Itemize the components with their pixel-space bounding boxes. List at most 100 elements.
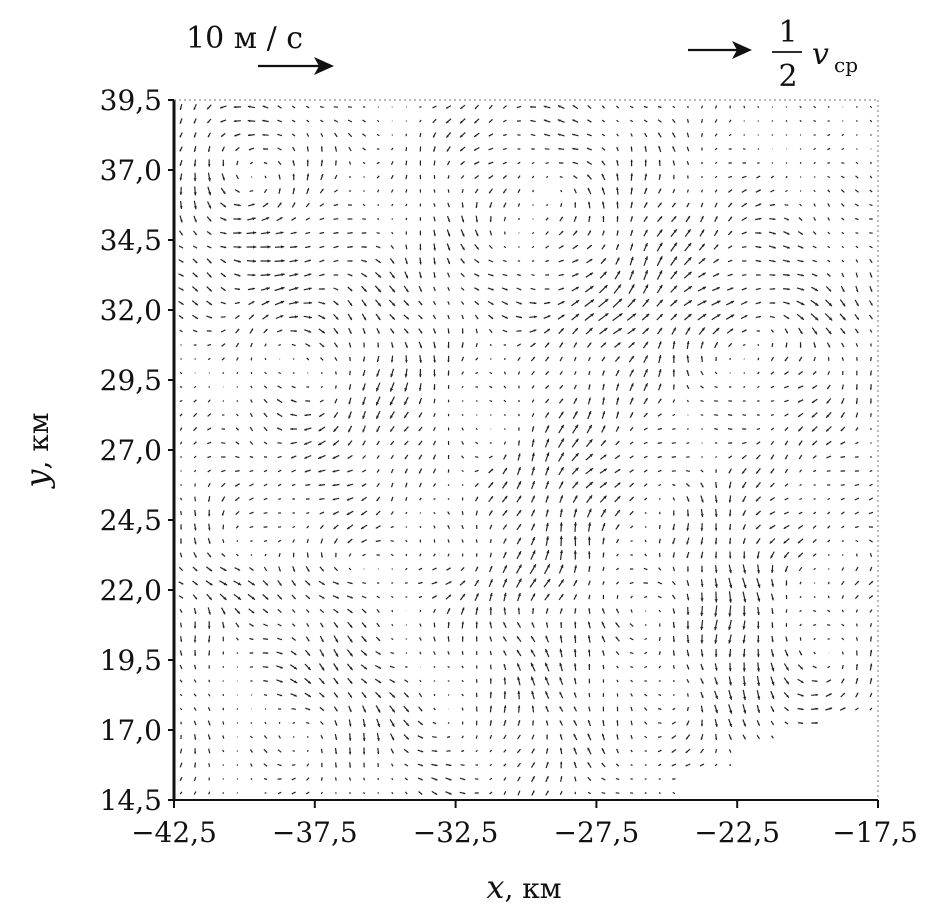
velocity-vector (672, 566, 675, 572)
velocity-vector (686, 355, 690, 363)
velocity-vector (446, 146, 451, 152)
velocity-vector (769, 524, 776, 530)
velocity-vector (616, 665, 619, 669)
velocity-vector (405, 539, 408, 543)
velocity-vector (361, 539, 368, 543)
velocity-vector (474, 482, 479, 488)
velocity-vector (433, 286, 436, 292)
velocity-vector (447, 341, 450, 349)
velocity-vector (544, 691, 550, 699)
velocity-vector (573, 747, 578, 755)
velocity-vector (657, 398, 662, 404)
velocity-vector (869, 609, 873, 613)
velocity-vector (431, 777, 438, 781)
velocity-vector (235, 427, 240, 431)
velocity-vector (729, 537, 732, 545)
velocity-vector (557, 300, 565, 306)
velocity-vector (827, 133, 831, 137)
velocity-vector (333, 313, 339, 321)
velocity-vector (531, 790, 535, 796)
velocity-vector (672, 369, 676, 377)
y-tick-label: 19,5 (100, 644, 162, 677)
velocity-vector (657, 215, 663, 223)
velocity-vector (559, 676, 564, 686)
velocity-vector (588, 706, 591, 712)
velocity-vector (784, 399, 789, 403)
velocity-vector (474, 593, 479, 601)
velocity-vector (274, 259, 285, 263)
velocity-vector (585, 467, 594, 475)
velocity-vector (545, 761, 549, 769)
velocity-vector (784, 356, 789, 362)
vavg-symbol: v (812, 37, 829, 72)
velocity-vector (220, 231, 227, 235)
velocity-vector (827, 609, 831, 613)
velocity-vector (419, 553, 422, 557)
velocity-vector (585, 438, 593, 448)
velocity-vector (840, 511, 845, 515)
velocity-vector (770, 565, 774, 573)
velocity-vector (573, 384, 577, 390)
velocity-vector (446, 243, 451, 251)
velocity-vector (404, 271, 409, 279)
velocity-vector (461, 400, 464, 402)
velocity-vector (841, 259, 845, 263)
velocity-vector (726, 328, 734, 334)
velocity-vector (686, 606, 690, 616)
velocity-vector (517, 357, 521, 361)
velocity-vector (825, 426, 832, 432)
velocity-vector (600, 257, 607, 265)
velocity-vector (208, 650, 211, 656)
x-tick-label: −22,5 (694, 816, 780, 849)
velocity-vector (770, 649, 774, 657)
velocity-vector (475, 328, 478, 334)
velocity-vector (841, 357, 844, 361)
velocity-vector (376, 455, 380, 459)
velocity-vector (841, 342, 845, 348)
velocity-vector (488, 147, 494, 151)
velocity-vector (769, 288, 776, 290)
velocity-vector (405, 244, 408, 250)
velocity-vector (362, 119, 366, 123)
velocity-vector (573, 663, 577, 671)
velocity-vector (615, 581, 620, 585)
velocity-vector (697, 286, 707, 292)
velocity-vector (614, 482, 621, 488)
velocity-vector (601, 777, 606, 781)
velocity-vector (473, 161, 480, 165)
velocity-vector (543, 578, 551, 588)
velocity-vector (714, 341, 719, 349)
velocity-vector (246, 259, 257, 263)
velocity-vector (869, 552, 873, 558)
velocity-vector (276, 329, 283, 333)
velocity-vector (318, 328, 326, 334)
velocity-vector (447, 370, 450, 376)
velocity-vector (178, 595, 184, 599)
velocity-vector (840, 497, 845, 501)
velocity-vector (460, 607, 465, 615)
velocity-vector (854, 707, 859, 711)
velocity-vector (249, 567, 254, 571)
velocity-vector (559, 384, 564, 390)
velocity-vector (264, 721, 267, 725)
velocity-vector (558, 466, 565, 476)
velocity-vector (531, 161, 535, 165)
velocity-vector (826, 273, 831, 277)
velocity-vector (418, 706, 423, 712)
velocity-vector (854, 299, 860, 307)
velocity-vector (318, 594, 325, 600)
velocity-vector (445, 791, 452, 795)
velocity-vector (249, 526, 254, 528)
velocity-vector (376, 425, 381, 433)
velocity-vector (390, 733, 395, 741)
velocity-vector (304, 273, 312, 277)
velocity-vector (587, 733, 592, 741)
velocity-vector (360, 649, 368, 657)
velocity-vector (827, 371, 831, 375)
velocity-vector (274, 245, 285, 249)
velocity-vector (475, 441, 479, 445)
velocity-vector (362, 133, 367, 137)
velocity-vector (602, 201, 605, 209)
velocity-vector (433, 398, 436, 404)
velocity-vector (798, 371, 804, 375)
